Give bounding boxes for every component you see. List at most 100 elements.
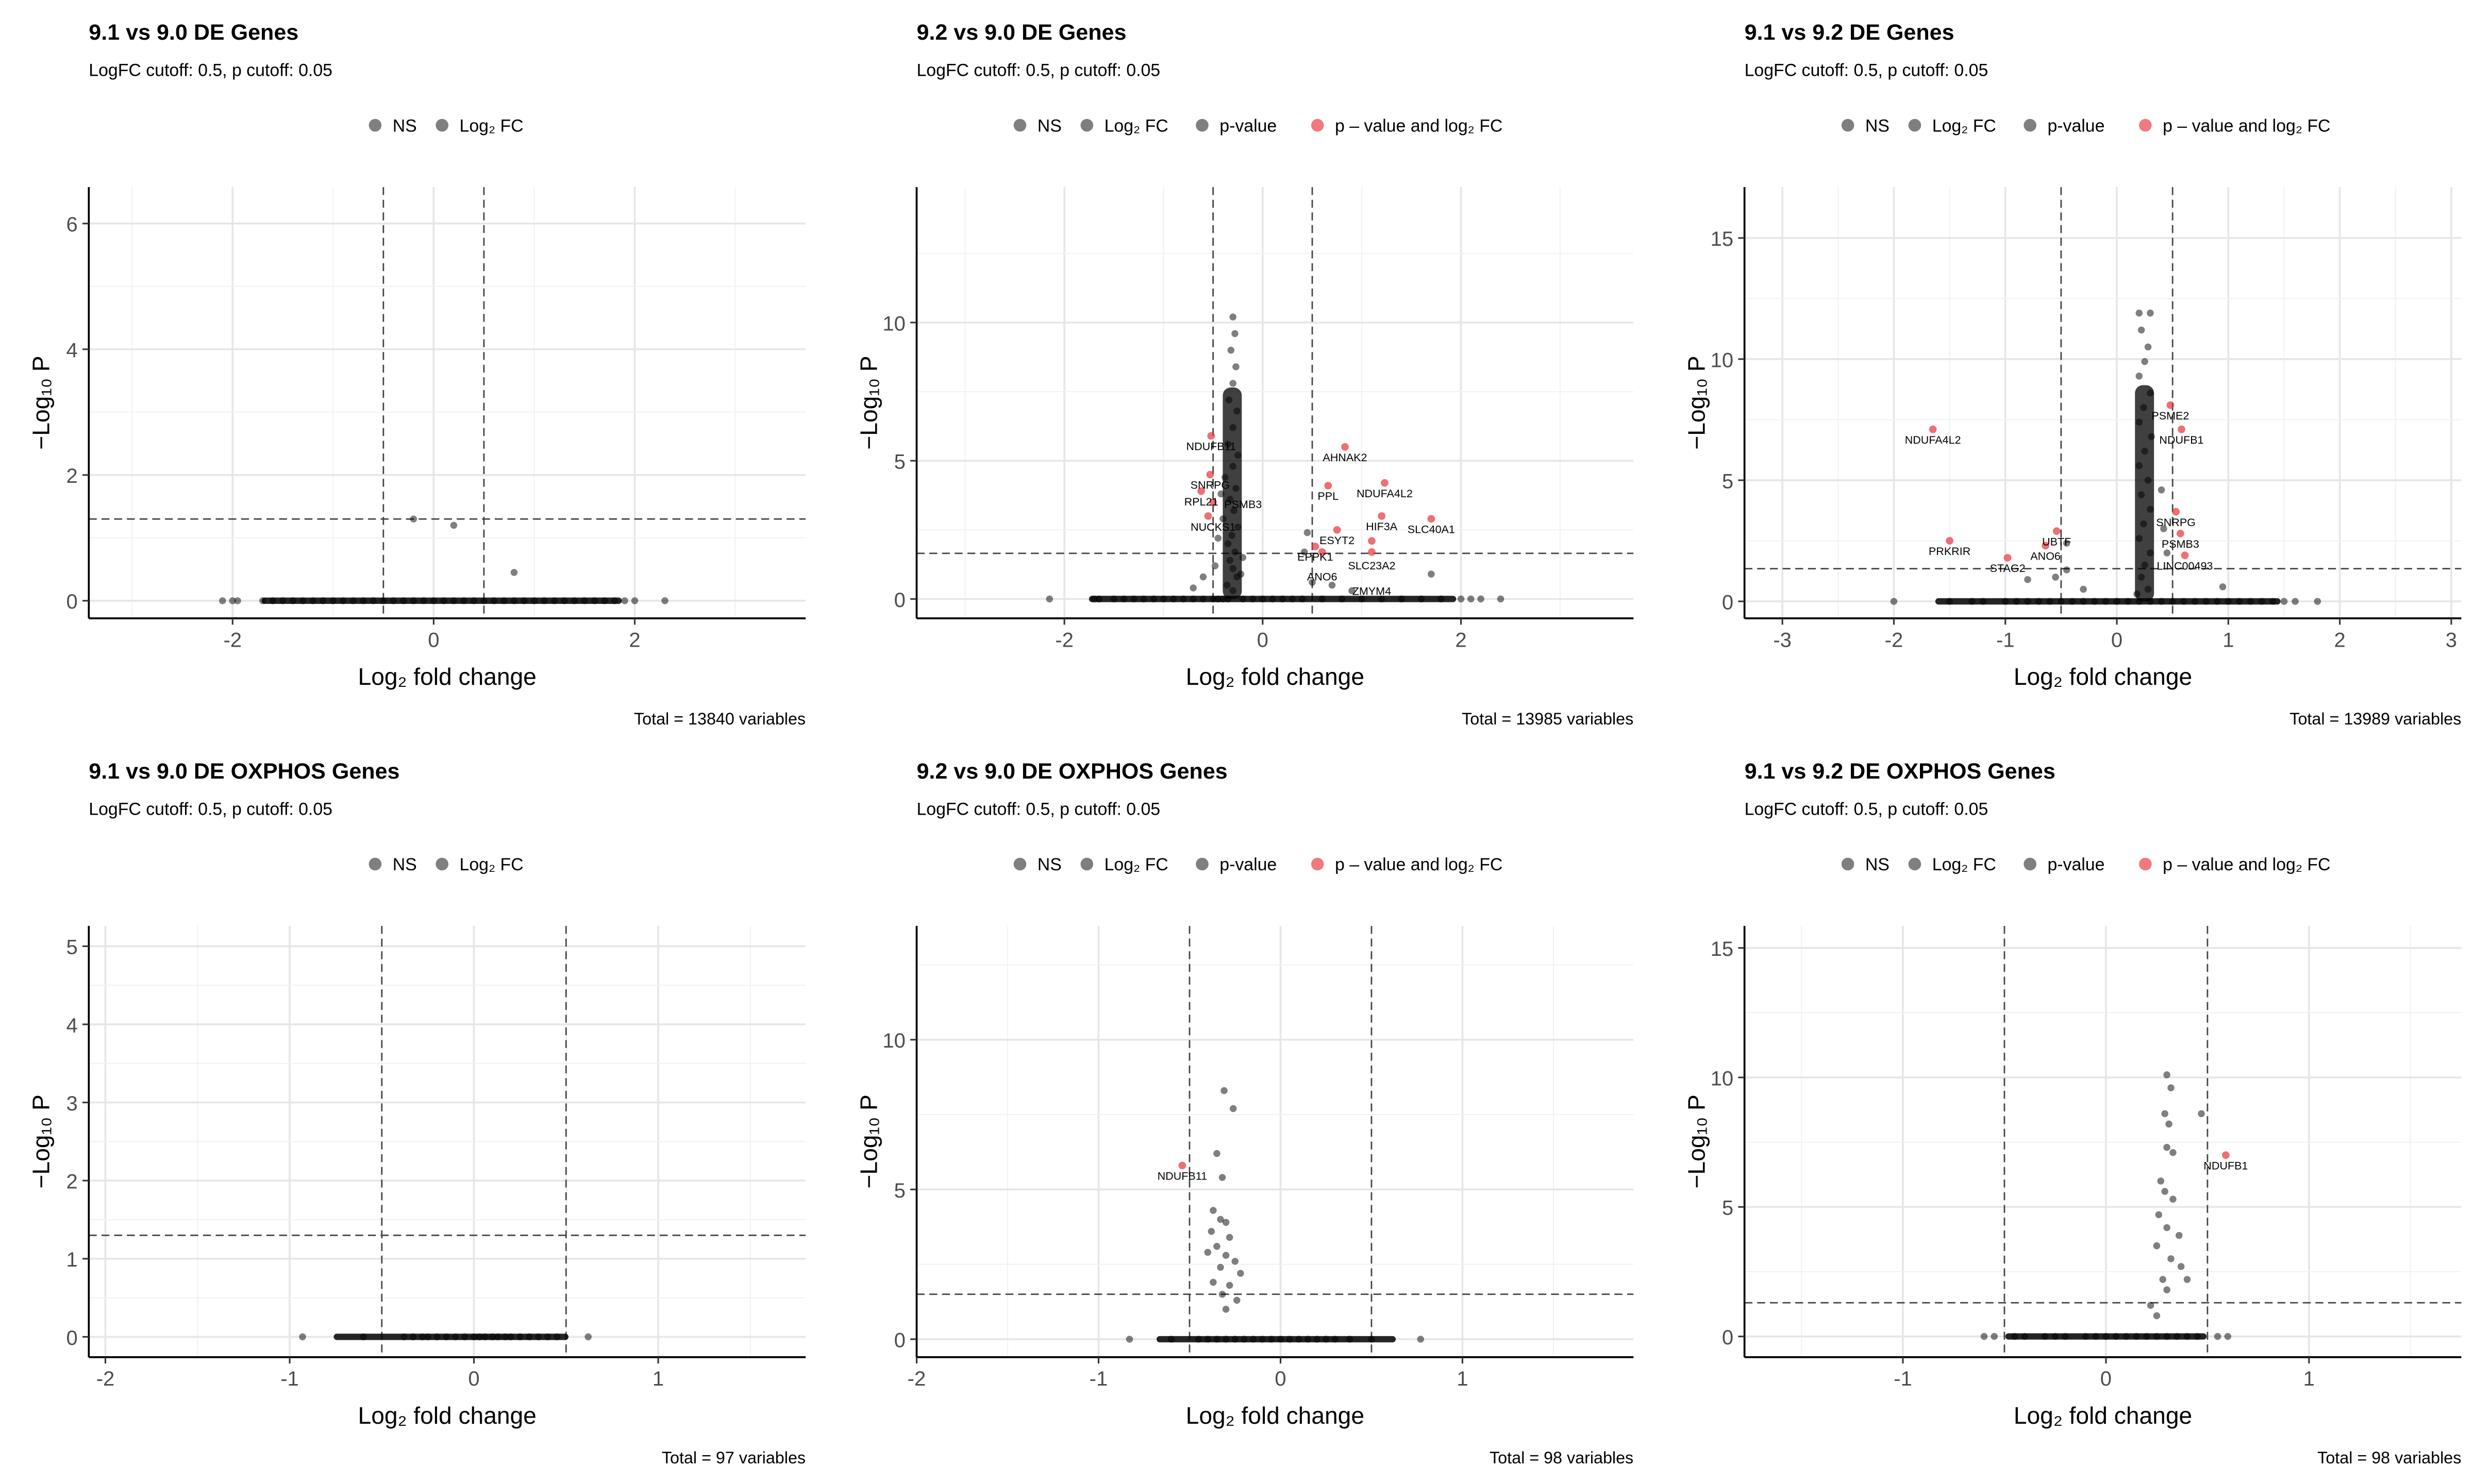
gene-label: NDUFB1 — [2159, 434, 2203, 446]
y-tick-label: 2 — [66, 1171, 78, 1193]
data-point — [2137, 326, 2145, 334]
dense-point-column — [2135, 385, 2154, 602]
grid — [89, 187, 806, 618]
data-point — [2280, 598, 2288, 605]
data-point — [2153, 1312, 2161, 1320]
significant-point — [1207, 432, 1215, 440]
significant-point — [1178, 1161, 1186, 1170]
legend-key-3 — [2139, 857, 2152, 871]
data-point — [1217, 1216, 1224, 1223]
panel-subtitle: LogFC cutoff: 0.5, p cutoff: 0.05 — [1745, 61, 1988, 80]
significant-point — [2042, 542, 2049, 550]
data-point — [2163, 1224, 2170, 1232]
volcano-panel-1: 9.1 vs 9.0 DE Genes LogFC cutoff: 0.5, p … — [27, 20, 806, 728]
data-point — [2024, 576, 2031, 583]
data-point — [1213, 1243, 1221, 1250]
gene-label: ANO6 — [2030, 550, 2061, 563]
legend-label: Log₂ FC — [1932, 116, 1996, 136]
data-point — [1210, 1278, 1217, 1286]
significant-point — [1368, 548, 1376, 556]
significant-point — [1341, 443, 1349, 451]
legend-label: p-value — [2047, 116, 2104, 136]
data-point — [2158, 486, 2165, 494]
panel-subtitle: LogFC cutoff: 0.5, p cutoff: 0.05 — [89, 61, 332, 80]
y-axis-label: −Log₁₀ P — [856, 356, 882, 449]
panel-title: 9.1 vs 9.0 DE OXPHOS Genes — [89, 759, 399, 784]
data-point — [1190, 584, 1197, 592]
data-point — [2167, 1084, 2175, 1091]
x-tick-label: 0 — [1275, 1368, 1286, 1390]
y-axis-label: −Log₁₀ P — [1683, 356, 1710, 449]
x-axis-label: Log₂ fold change — [358, 663, 537, 690]
data-point — [2165, 1120, 2172, 1128]
gene-label: NDUFB1 — [2203, 1159, 2248, 1172]
x-tick-label: -3 — [1773, 629, 1792, 651]
y-tick-label: 5 — [894, 1179, 906, 1202]
total-caption: Total = 13840 variables — [634, 710, 806, 728]
legend-label: Log₂ FC — [1105, 116, 1168, 136]
data-point — [219, 597, 226, 604]
data-point — [1221, 1087, 1228, 1094]
data-point — [410, 515, 417, 523]
data-point — [2161, 1188, 2168, 1195]
x-tick-label: 0 — [2111, 629, 2122, 651]
data-point — [1046, 595, 1053, 603]
legend-key-1 — [436, 119, 448, 132]
data-point — [1218, 1291, 1226, 1298]
points — [299, 1333, 592, 1341]
y-tick-label: 0 — [66, 1327, 78, 1350]
data-point — [2224, 1333, 2232, 1340]
x-tick-label: 1 — [1457, 1368, 1468, 1390]
significant-point — [1311, 543, 1319, 550]
legend-label: Log₂ FC — [1105, 855, 1168, 874]
y-axis-label: −Log₁₀ P — [856, 1094, 882, 1188]
grid — [89, 925, 806, 1357]
data-point — [2177, 1263, 2185, 1270]
gene-label: PSME2 — [2151, 410, 2189, 422]
data-point — [621, 597, 628, 604]
data-point — [1417, 1336, 1425, 1343]
x-axis-label: Log₂ fold change — [1186, 663, 1364, 690]
data-point — [1222, 1306, 1230, 1313]
legend-label: p – value and log₂ FC — [2163, 116, 2330, 136]
panel-subtitle: LogFC cutoff: 0.5, p cutoff: 0.05 — [916, 61, 1160, 80]
data-point — [2135, 373, 2143, 380]
x-tick-label: -2 — [223, 629, 242, 651]
y-tick-label: 6 — [66, 213, 78, 236]
significant-point — [1427, 515, 1435, 523]
legend-key-3 — [1311, 119, 1324, 132]
legend-key-0 — [1841, 119, 1854, 132]
data-point — [1218, 1174, 1226, 1181]
gene-label: STAG2 — [1990, 562, 2026, 575]
gene-label: UBTF — [2042, 535, 2071, 548]
y-tick-label: 0 — [894, 1329, 906, 1352]
significant-point — [1381, 479, 1389, 487]
data-point — [1233, 1296, 1241, 1304]
x-tick-label: -1 — [1090, 1368, 1108, 1390]
legend-key-0 — [369, 119, 382, 132]
panel-title: 9.1 vs 9.0 DE Genes — [89, 20, 298, 45]
x-tick-label: -2 — [96, 1368, 115, 1390]
significant-point — [2166, 401, 2175, 409]
data-point — [2198, 1110, 2205, 1118]
volcano-panel-3: 9.1 vs 9.2 DE Genes LogFC cutoff: 0.5, p … — [1683, 20, 2462, 728]
data-point — [1226, 1281, 1233, 1289]
points — [219, 515, 668, 604]
data-point — [229, 597, 237, 604]
x-axis-label: Log₂ fold change — [358, 1402, 537, 1429]
gene-label: NDUFA4L2 — [1357, 487, 1413, 500]
data-point — [1231, 330, 1239, 338]
volcano-panel-2: 9.2 vs 9.0 DE Genes LogFC cutoff: 0.5, p … — [856, 20, 1634, 728]
data-point — [1227, 346, 1235, 354]
points: NDUFB11 SNRPG RPL21 NUCKS1 PSMB3 AHNAK2 PPL NDU… — [1046, 313, 1505, 603]
gene-label: ZMYM4 — [1352, 585, 1391, 597]
data-point — [2292, 598, 2299, 605]
data-point — [1222, 1252, 1230, 1259]
significant-point — [1197, 487, 1205, 495]
significant-point — [2052, 527, 2061, 535]
data-point — [1213, 1150, 1221, 1157]
data-point — [2141, 358, 2148, 365]
significant-point — [2178, 425, 2185, 433]
y-tick-label: 0 — [66, 591, 78, 613]
